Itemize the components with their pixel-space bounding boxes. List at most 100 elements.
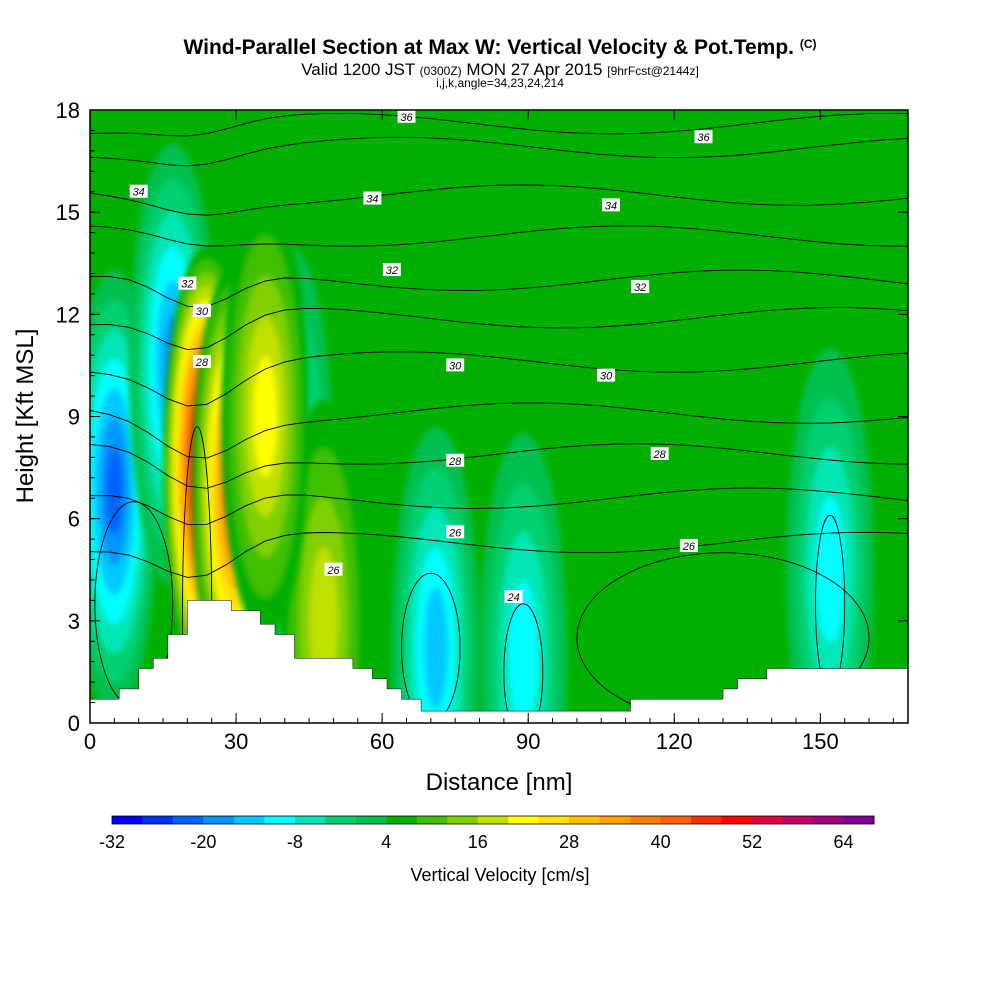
contour-label-text: 28	[195, 357, 209, 369]
colorbar-swatch	[569, 816, 601, 824]
colorbar-swatch	[538, 816, 570, 824]
x-tick-label: 120	[656, 729, 693, 754]
colorbar-swatch	[112, 816, 143, 824]
contour-label-box	[446, 358, 465, 372]
colorbar-tick-label: 64	[834, 832, 854, 852]
theta-contour	[90, 443, 908, 489]
theta-contour	[90, 307, 908, 351]
valid-prefix: Valid 1200 JST	[301, 60, 415, 79]
colorbar-swatch	[172, 816, 204, 824]
colorbar-frame	[111, 815, 875, 825]
colorbar-swatch	[508, 816, 540, 824]
chart-title: Wind-Parallel Section at Max W: Vertical…	[183, 36, 817, 59]
colorbar-tick-label: 16	[468, 832, 488, 852]
colorbar-swatch	[416, 816, 448, 824]
colorbar-swatch	[203, 816, 235, 824]
colorbar-swatch	[630, 816, 662, 824]
contour-label: 34	[601, 198, 620, 212]
contour-label-box	[192, 355, 211, 369]
contour-label-text: 32	[634, 282, 646, 294]
colorbar-swatch	[691, 816, 723, 824]
contour-label: 28	[650, 446, 669, 461]
velocity-level	[815, 495, 845, 644]
colorbar-tick-label: 52	[742, 832, 762, 852]
contour-label-box	[363, 191, 382, 205]
theta-contour	[90, 487, 908, 525]
contour-label-box	[129, 184, 148, 198]
colorbar-swatch	[355, 816, 387, 824]
colorbar-swatch	[721, 816, 753, 824]
contour-label-box	[650, 446, 669, 460]
y-tick-label: 0	[68, 711, 80, 736]
y-axis-label: Height [Kft MSL]	[12, 329, 39, 504]
contour-label-text: 34	[366, 194, 378, 206]
theta-contour	[90, 269, 908, 307]
valid-utc: (0300Z)	[419, 64, 462, 78]
contour-label: 34	[129, 184, 148, 199]
theta-contour-loop	[503, 603, 544, 723]
contour-label: 30	[597, 368, 616, 383]
updraft-core	[221, 195, 310, 638]
downdraft-core	[786, 348, 874, 723]
colorbar-swatch	[447, 816, 479, 824]
colorbar-swatch	[752, 816, 784, 824]
velocity-level	[309, 547, 339, 695]
theta-contour	[90, 225, 908, 247]
x-tick-label: 30	[224, 729, 248, 754]
theta-contour	[90, 351, 908, 407]
contour-label: 26	[324, 562, 343, 577]
colorbar-swatch	[325, 816, 357, 824]
contour-label-box	[192, 303, 211, 317]
contour-label-text: 32	[181, 279, 193, 291]
y-tick-label: 15	[56, 200, 80, 225]
contour-label-box	[679, 538, 698, 552]
grid-indices: i,j,k,angle=34,23,24,214	[436, 76, 564, 90]
forecast-info: [9hrFcst@2144z]	[607, 64, 699, 78]
contour-label-text: 30	[600, 371, 613, 383]
contour-label-text: 24	[506, 592, 519, 604]
colorbar: -32 -20 -8 4 16 28 40 52 64	[99, 815, 875, 852]
x-axis-label: Distance [nm]	[426, 769, 573, 796]
colorbar-swatch	[233, 816, 265, 824]
contour-label-box	[178, 276, 197, 290]
velocity-level	[253, 356, 278, 477]
contour-label: 32	[178, 276, 197, 291]
contour-label-box	[324, 562, 343, 576]
contour-label-box	[397, 109, 416, 123]
contour-label: 30	[192, 303, 211, 318]
contour-label-text: 28	[448, 456, 462, 468]
y-tick-label: 3	[68, 609, 80, 634]
contour-label-text: 34	[605, 200, 617, 212]
theta-contour	[90, 531, 908, 578]
theta-contour	[90, 136, 908, 167]
x-tick-label: 150	[802, 729, 839, 754]
contour-label-text: 34	[133, 187, 145, 199]
contour-label: 28	[446, 453, 465, 468]
theta-contour	[90, 402, 908, 459]
contour-label: 36	[694, 130, 713, 144]
contour-label-text: 30	[196, 306, 209, 318]
valid-date: MON 27 Apr 2015	[466, 60, 603, 79]
colorbar-title: Vertical Velocity [cm/s]	[410, 865, 589, 885]
copyright-mark: (C)	[799, 37, 817, 51]
contour-label: 28	[192, 355, 211, 369]
downdraft-core	[391, 426, 480, 723]
colorbar-tick-label: 28	[559, 832, 579, 852]
colorbar-swatch	[782, 816, 814, 824]
colorbar-tick-label: 40	[651, 832, 671, 852]
velocity-level	[508, 581, 538, 723]
contour-label-text: 32	[386, 265, 398, 277]
colorbar-swatch	[142, 816, 174, 824]
contour-label-box	[631, 280, 650, 294]
colorbar-swatch	[386, 816, 418, 824]
theta-contour	[90, 112, 908, 137]
contour-labels: 36 36 34 34 34 32 32 32 30 30 30 28 28 28 26 26 26 24	[129, 109, 713, 604]
colorbar-tick-label: 4	[381, 832, 391, 852]
contour-label-text: 26	[682, 541, 696, 553]
velocity-field	[90, 110, 908, 723]
y-tick-label: 9	[68, 405, 80, 430]
y-tick-label: 18	[56, 98, 80, 123]
colorbar-swatch	[813, 816, 845, 824]
velocity-level	[423, 587, 448, 709]
